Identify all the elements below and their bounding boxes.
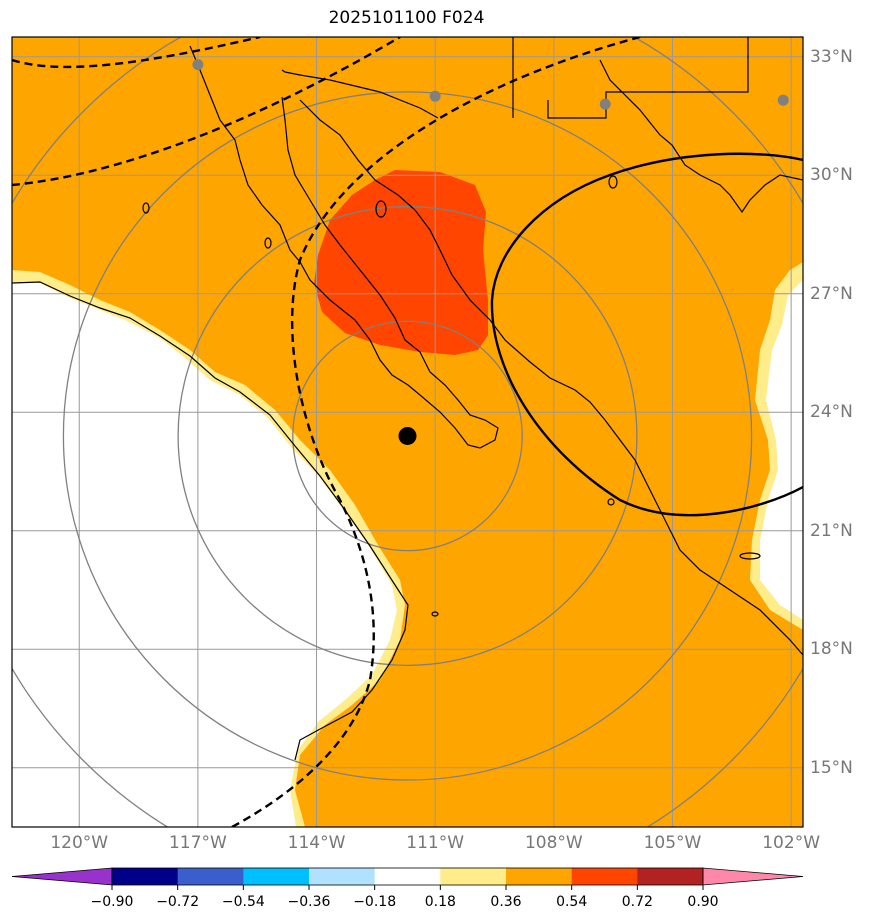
map-frame <box>11 36 804 828</box>
station-marker <box>192 59 204 71</box>
forecast-shading-white <box>12 282 397 827</box>
longitude-label: 105°W <box>643 833 702 853</box>
dashed-contours <box>12 37 641 827</box>
colorbar-tick-label: −0.36 <box>287 894 331 910</box>
map-title: 2025101100 F024 <box>328 8 485 28</box>
station-marker <box>599 98 611 110</box>
longitude-label: 114°W <box>287 833 346 853</box>
longitude-label: 120°W <box>50 833 109 853</box>
station-marker <box>777 94 789 106</box>
forecast-shading-red <box>314 170 488 355</box>
colorbar-segment <box>440 868 507 885</box>
colorbar-extend-min <box>11 867 113 886</box>
colorbar-tick-label: 0.18 <box>424 894 456 910</box>
longitude-label: 108°W <box>524 833 583 853</box>
colorbar-tick-label: −0.54 <box>221 894 265 910</box>
forecast-shading-white-east <box>760 280 803 620</box>
longitude-label: 111°W <box>406 833 465 853</box>
storm-center-marker <box>398 426 417 445</box>
longitude-label: 102°W <box>762 833 821 853</box>
latitude-label: 21°N <box>810 520 853 541</box>
colorbar-tick-label: −0.18 <box>353 894 397 910</box>
range-ring <box>292 320 523 552</box>
latitude-label: 18°N <box>810 639 853 660</box>
latitude-label: 33°N <box>810 46 853 67</box>
range-ring <box>62 91 753 781</box>
solid-contour <box>490 152 803 517</box>
latitude-label: 24°N <box>810 402 853 423</box>
latitude-label: 30°N <box>810 165 853 186</box>
range-ring <box>177 205 638 666</box>
colorbar-segment <box>571 868 638 885</box>
longitude-label: 117°W <box>168 833 227 853</box>
colorbar-outline <box>111 867 704 886</box>
station-marker <box>429 90 441 102</box>
colorbar-segment <box>309 868 376 885</box>
colorbar-tick-label: 0.90 <box>687 894 719 910</box>
colorbar-extend-max <box>702 867 804 886</box>
latitude-label: 27°N <box>810 283 853 304</box>
colorbar-segment <box>506 868 573 885</box>
colorbar-segment <box>177 868 244 885</box>
colorbar-segment <box>374 868 441 885</box>
colorbar-tick-label: −0.72 <box>156 894 200 910</box>
latitude-label: 15°N <box>810 757 853 778</box>
colorbar-tick-label: 0.54 <box>556 894 588 910</box>
colorbar-tick-label: 0.36 <box>490 894 522 910</box>
colorbar-tick-label: 0.72 <box>621 894 653 910</box>
colorbar-tick-label: −0.90 <box>90 894 134 910</box>
colorbar-segment <box>243 868 310 885</box>
colorbar <box>11 867 804 890</box>
colorbar-segment <box>637 868 704 885</box>
colorbar-segment <box>112 868 179 885</box>
